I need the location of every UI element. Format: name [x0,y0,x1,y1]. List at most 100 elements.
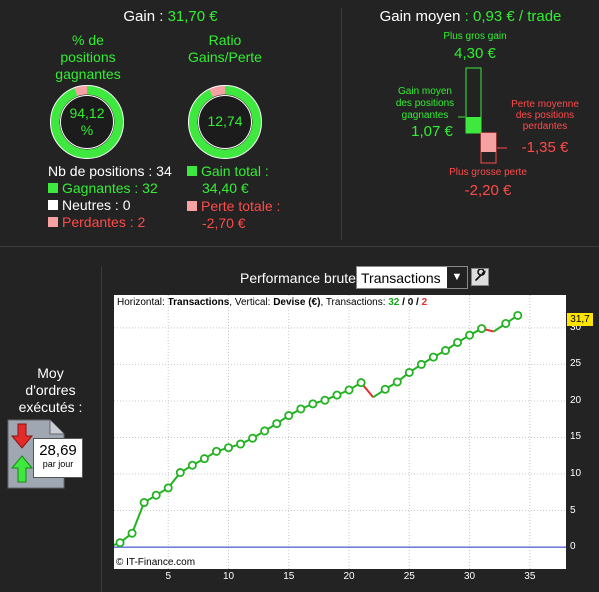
gain-moyen-header: Gain moyen : 0,93 € / trade [342,8,599,25]
data-point [344,385,354,395]
panel-divider-chart [101,266,102,592]
plus-grosse-perte-value: -2,20 € [464,182,512,199]
wrench-glyph-icon [475,268,486,281]
orders-unit: par jour [42,459,74,469]
last-value-pill: 31,7 [567,313,593,326]
pct-title-line: positions [60,49,116,65]
plus-gros-gain-value: 4,30 € [454,45,496,62]
y-tick-label: 10 [570,468,582,479]
data-point [380,384,390,394]
data-point [320,395,330,405]
chart-mode-dropdown[interactable]: Transactions ▼ [356,266,468,289]
data-point [332,390,342,400]
data-point [199,454,209,464]
data-point [151,490,161,500]
data-point [115,538,125,548]
data-point [211,446,221,456]
losing-count: Perdantes : 2 [62,214,146,230]
pink-square-icon [48,217,58,227]
data-point [404,367,414,377]
red-arrow-down-icon [10,423,34,449]
data-point [272,419,282,429]
gain-moyen-positions-value: 1,07 € [411,123,453,140]
perte-moyenne-line: Perte moyenne [511,99,579,110]
y-tick-label: 5 [570,504,576,516]
gain-moyen-positions-label: Gain moyen des positions gagnantes [380,86,470,122]
gain-moyen-positions-line: des positions [395,98,455,109]
losing-count-row: Perdantes : 2 [48,214,172,231]
y-tick-label: 25 [570,358,582,370]
data-point [175,468,185,478]
panel-divider-vertical [341,8,342,240]
neutral-count: 0 [407,297,414,308]
wrench-icon[interactable] [471,268,489,286]
performance-chart [114,295,566,569]
gain-total-label: Gain total : [201,163,269,179]
data-point [453,337,463,347]
series-segment [131,502,146,534]
slash-two: / [413,297,422,308]
green-square-icon [187,166,197,176]
ratio-title-line: Ratio [208,32,242,48]
orders-title-line: exécutés : [18,399,83,415]
panel-divider-horizontal [0,246,599,247]
gain-header: Gain : 31,70 € [0,8,341,25]
x-tick-label: 30 [464,571,476,582]
document-fold-icon [49,420,64,435]
winning-count: Gagnantes : 32 [62,180,158,196]
perte-moyenne-label: Perte moyenne des positions perdantes [500,99,590,132]
gain-total-row: Gain total : [187,163,280,180]
perte-totale-value: -2,70 € [202,215,246,231]
orders-title: Moy d'ordres exécutés : [0,365,101,416]
data-point [356,378,366,388]
gain-moyen-sep: : [460,8,473,25]
x-tick-label: 25 [403,571,415,582]
totals-summary: Gain total : 34,40 € Perte totale : -2,7… [187,163,280,232]
data-point [260,426,270,436]
white-square-icon [48,200,58,210]
pct-title-line: gagnantes [55,66,121,82]
data-point [187,460,197,470]
neutral-count: Neutres : 0 [62,197,131,213]
donut-outer-ring [50,85,124,159]
dropdown-value: Transactions [361,270,441,286]
avg-loss-bar [481,133,496,152]
data-point [428,352,438,362]
data-point [501,318,511,328]
data-point [139,498,149,508]
x-tick-label: 20 [343,571,355,582]
y-tick-label: 0 [570,541,576,553]
plus-grosse-perte-label: Plus grosse perte [449,167,527,178]
perte-totale-row: Perte totale : [187,198,280,215]
winning-count-row: Gagnantes : 32 [48,180,172,197]
gain-moyen-positions-line: Gain moyen [398,86,452,97]
data-point [465,330,475,340]
transactions-label: , Transactions: [320,297,389,308]
nb-positions: Nb de positions : 34 [48,163,172,179]
orders-value-box: 28,69 par jour [33,438,83,478]
gain-loss-bar-chart [458,67,507,164]
perte-moyenne-value: -1,35 € [521,139,569,156]
chevron-down-icon[interactable]: ▼ [447,267,467,288]
orders-title-line: Moy [37,365,64,381]
y-tick-label: 30 [570,321,582,333]
data-point [392,377,402,387]
green-arrow-up-icon [10,455,34,483]
perte-moyenne-line: perdantes [522,121,568,132]
slash-one: / [399,297,408,308]
horizontal-value: Transactions [167,297,230,308]
pct-title-line: % de [72,32,104,48]
win-count: 32 [388,297,400,308]
positions-summary: Nb de positions : 34 Gagnantes : 32 Neut… [48,163,172,231]
ratio-title: Ratio Gains/Perte [170,32,280,66]
orders-title-line: d'ordres [25,382,76,398]
chart-copyright: © IT-Finance.com [116,557,196,568]
gain-sep: : [155,8,168,25]
donut-inner-ring [60,95,114,149]
horizontal-label: Horizontal: [117,297,168,308]
donut-outer-ring [188,85,262,159]
data-point [248,433,258,443]
x-tick-label: 5 [165,571,172,582]
y-tick-label: 20 [570,394,582,406]
data-point [163,483,173,493]
